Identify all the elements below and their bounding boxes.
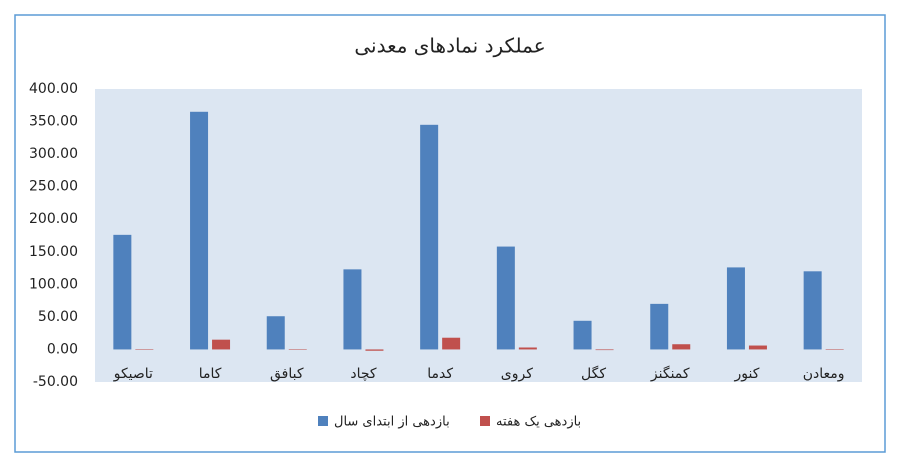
x-tick-label: کنور <box>734 366 760 382</box>
y-tick-label: 400.00 <box>29 81 78 97</box>
bar <box>672 344 691 350</box>
y-tick-label: 350.00 <box>29 114 78 130</box>
bar <box>825 349 844 350</box>
bar <box>343 269 362 350</box>
bar <box>518 347 537 350</box>
bar <box>442 337 461 350</box>
bar <box>420 124 439 350</box>
y-tick-label: 200.00 <box>29 211 78 227</box>
bar <box>726 267 745 350</box>
bar <box>190 111 209 350</box>
bar <box>212 339 231 350</box>
plot-area <box>95 89 862 382</box>
bar <box>650 303 669 350</box>
legend-label: بازدهی یک هفته <box>496 415 581 430</box>
x-tick-label: تاصیکو <box>113 366 153 382</box>
x-tick-label: کروی <box>501 366 533 382</box>
legend-label: بازدهی از ابتدای سال <box>334 415 450 430</box>
bar <box>496 246 515 350</box>
bar <box>288 349 307 350</box>
y-tick-label: 50.00 <box>38 309 78 325</box>
bar <box>135 349 154 350</box>
x-tick-label: کچاد <box>350 366 377 382</box>
y-tick-label: 300.00 <box>29 146 78 162</box>
x-tick-label: کگل <box>581 365 606 382</box>
y-tick-label: 100.00 <box>29 276 78 292</box>
y-tick-label: 150.00 <box>29 244 78 260</box>
bar <box>266 316 285 350</box>
y-tick-label: 250.00 <box>29 179 78 195</box>
bar <box>573 320 592 350</box>
x-tick-label: کاما <box>199 366 222 382</box>
legend-swatch <box>318 416 328 426</box>
bar <box>803 271 822 350</box>
y-tick-label: 0.00 <box>47 341 78 357</box>
y-tick-label: -50.00 <box>33 374 78 390</box>
bar <box>595 349 614 351</box>
x-tick-label: ومعادن <box>803 366 845 382</box>
x-tick-label: کبافق <box>270 366 304 382</box>
chart-title: عملکرد نمادهای معدنی <box>354 34 545 58</box>
legend-swatch <box>480 416 490 426</box>
x-tick-label: کدما <box>427 366 453 382</box>
bar <box>365 349 384 351</box>
bar <box>113 234 132 350</box>
x-tick-label: کمنگنز <box>650 365 690 382</box>
bar <box>748 345 767 350</box>
